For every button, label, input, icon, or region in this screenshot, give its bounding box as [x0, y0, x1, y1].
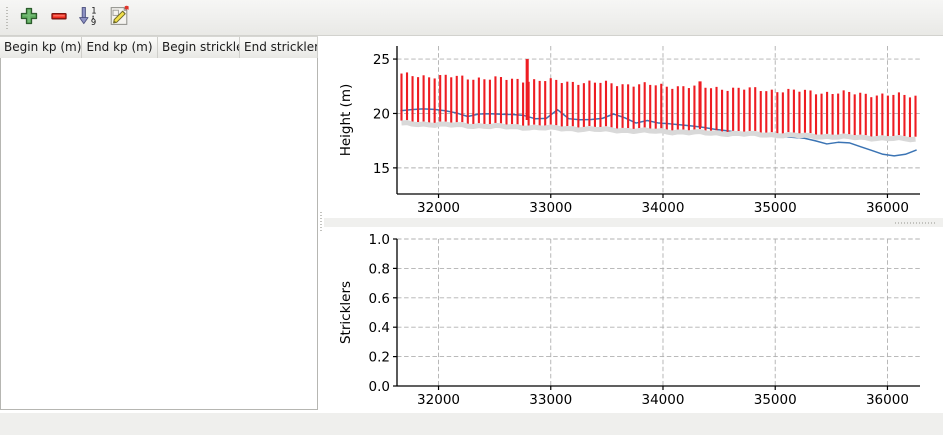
table-column-header[interactable]: Begin strickle: [158, 37, 240, 59]
x-tick-label: 34000: [642, 392, 685, 408]
height-chart-canvas: 15 20 25 32000 33000 34000 35000 36000 Height (m…: [338, 46, 920, 216]
y-tick-label: 0.8: [369, 261, 390, 277]
horizontal-splitter[interactable]: [324, 218, 943, 227]
reaches-table-panel: Begin kp (m) End kp (m) Begin strickle End …: [0, 36, 318, 410]
table-column-header[interactable]: Begin kp (m): [0, 37, 82, 59]
edit-button[interactable]: [104, 3, 134, 33]
x-tick-label: 32000: [417, 392, 460, 408]
plus-icon: [19, 6, 39, 29]
x-tick-label: 36000: [866, 200, 909, 216]
vertical-splitter[interactable]: [318, 36, 324, 410]
height-chart[interactable]: 15 20 25 32000 33000 34000 35000 36000 Height (m…: [324, 36, 943, 218]
toolbar-grip[interactable]: [2, 5, 12, 31]
y-tick-label: 0.6: [369, 291, 390, 307]
charts-stack: 15 20 25 32000 33000 34000 35000 36000 Height (m…: [324, 36, 943, 410]
stricklers-chart[interactable]: 0.0 0.2 0.4 0.6 0.8 1.0 32000 33000 34000 35000 36…: [324, 227, 943, 410]
x-tick-label: 36000: [866, 392, 909, 408]
y-axis-label: Height (m): [338, 84, 354, 157]
x-tick-label: 35000: [754, 200, 797, 216]
series-ground-shadow: [401, 120, 916, 143]
vertical-splitter-grip: [320, 212, 322, 232]
y-tick-label: 0.0: [369, 379, 390, 395]
main-toolbar: 1 9: [0, 0, 943, 36]
table-column-header[interactable]: End strickler: [240, 37, 318, 59]
y-tick-label: 0.4: [369, 320, 390, 336]
sort-glyph-top: 1: [91, 6, 96, 16]
add-row-button[interactable]: [14, 3, 44, 33]
x-tick-label: 33000: [529, 392, 572, 408]
remove-row-button[interactable]: [44, 3, 74, 33]
y-tick-label: 0.2: [369, 350, 390, 366]
y-tick-label: 15: [373, 161, 390, 177]
stricklers-chart-canvas: 0.0 0.2 0.4 0.6 0.8 1.0 32000 33000 34000 35000 36…: [338, 232, 920, 408]
edit-note-icon: [108, 5, 130, 30]
table-column-header[interactable]: End kp (m): [82, 37, 158, 59]
table-header-row: Begin kp (m) End kp (m) Begin strickle End …: [0, 36, 318, 59]
grip-dots: [6, 6, 8, 29]
sort-button[interactable]: 1 9: [74, 3, 104, 33]
series-bed-height: [400, 108, 917, 157]
series-water-level-bars: [400, 59, 917, 138]
x-tick-label: 34000: [642, 200, 685, 216]
y-tick-label: 20: [373, 106, 390, 122]
sort-glyph-bottom: 9: [91, 17, 96, 27]
table-body[interactable]: [0, 58, 318, 410]
x-tick-label: 33000: [529, 200, 572, 216]
sort-ascending-icon: 1 9: [78, 5, 100, 30]
minus-icon: [49, 6, 69, 29]
status-bar: [0, 412, 943, 435]
x-tick-label: 35000: [754, 392, 797, 408]
y-tick-label: 1.0: [369, 232, 390, 248]
work-area: Begin kp (m) End kp (m) Begin strickle End …: [0, 36, 943, 412]
x-tick-label: 32000: [417, 200, 460, 216]
y-tick-label: 25: [373, 52, 390, 68]
y-axis-label: Stricklers: [338, 281, 354, 344]
horizontal-splitter-grip: [895, 222, 935, 224]
